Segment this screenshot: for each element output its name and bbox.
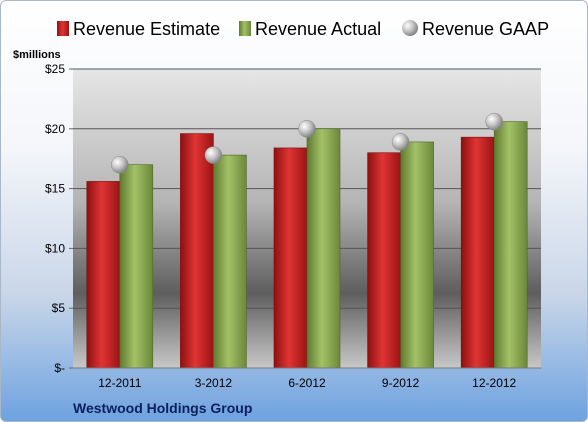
legend-label-gaap: Revenue GAAP: [422, 19, 549, 39]
y-tick-label: $15: [45, 182, 65, 196]
legend-item-actual: Revenue Actual: [239, 19, 381, 39]
bar-actual: [306, 128, 341, 369]
bars: [86, 121, 528, 369]
x-tick-label: 6-2012: [288, 376, 326, 390]
gaap-marker: [485, 112, 503, 131]
gaap-marker: [111, 155, 129, 174]
legend-item-estimate: Revenue Estimate: [57, 19, 220, 39]
bar-actual: [119, 164, 154, 369]
gaap-marker: [298, 120, 316, 138]
company-name: Westwood Holdings Group: [73, 400, 252, 416]
legend-item-gaap: Revenue GAAP: [402, 19, 549, 39]
y-axis-unit-label: $millions: [13, 49, 61, 61]
bar-estimate: [86, 181, 121, 369]
y-tick-label: $10: [45, 241, 65, 255]
legend-swatch-estimate: [57, 21, 69, 36]
x-tick-label: 3-2012: [195, 376, 233, 390]
legend: Revenue Estimate Revenue Actual Revenue …: [57, 19, 549, 39]
bar-estimate: [367, 152, 401, 369]
y-tick-label: $5: [52, 301, 66, 315]
x-tick-label: 12-2012: [472, 376, 516, 390]
gaap-markers: [111, 112, 503, 174]
legend-swatch-actual: [239, 21, 251, 36]
y-tick-label: $25: [45, 62, 65, 76]
legend-marker-gaap: [402, 20, 418, 36]
bar-actual: [213, 154, 247, 369]
bar-actual: [400, 141, 434, 369]
x-tick-label: 12-2011: [98, 376, 141, 390]
bar-estimate: [273, 147, 308, 369]
y-tick-label: $20: [45, 122, 65, 136]
legend-label-estimate: Revenue Estimate: [73, 19, 220, 39]
x-axis-labels: 12-2011 3-2012 6-2012 9-2012 12-2012: [98, 376, 516, 390]
bar-actual: [493, 121, 528, 369]
y-axis-ticks: $- $5 $10 $15 $20 $25: [45, 62, 73, 375]
gaap-marker: [391, 133, 410, 151]
gaap-marker: [204, 146, 223, 164]
y-tick-label: $-: [54, 361, 65, 375]
legend-label-actual: Revenue Actual: [255, 19, 381, 39]
bar-estimate: [180, 133, 214, 369]
bar-estimate: [460, 136, 495, 369]
x-tick-label: 9-2012: [382, 376, 420, 390]
